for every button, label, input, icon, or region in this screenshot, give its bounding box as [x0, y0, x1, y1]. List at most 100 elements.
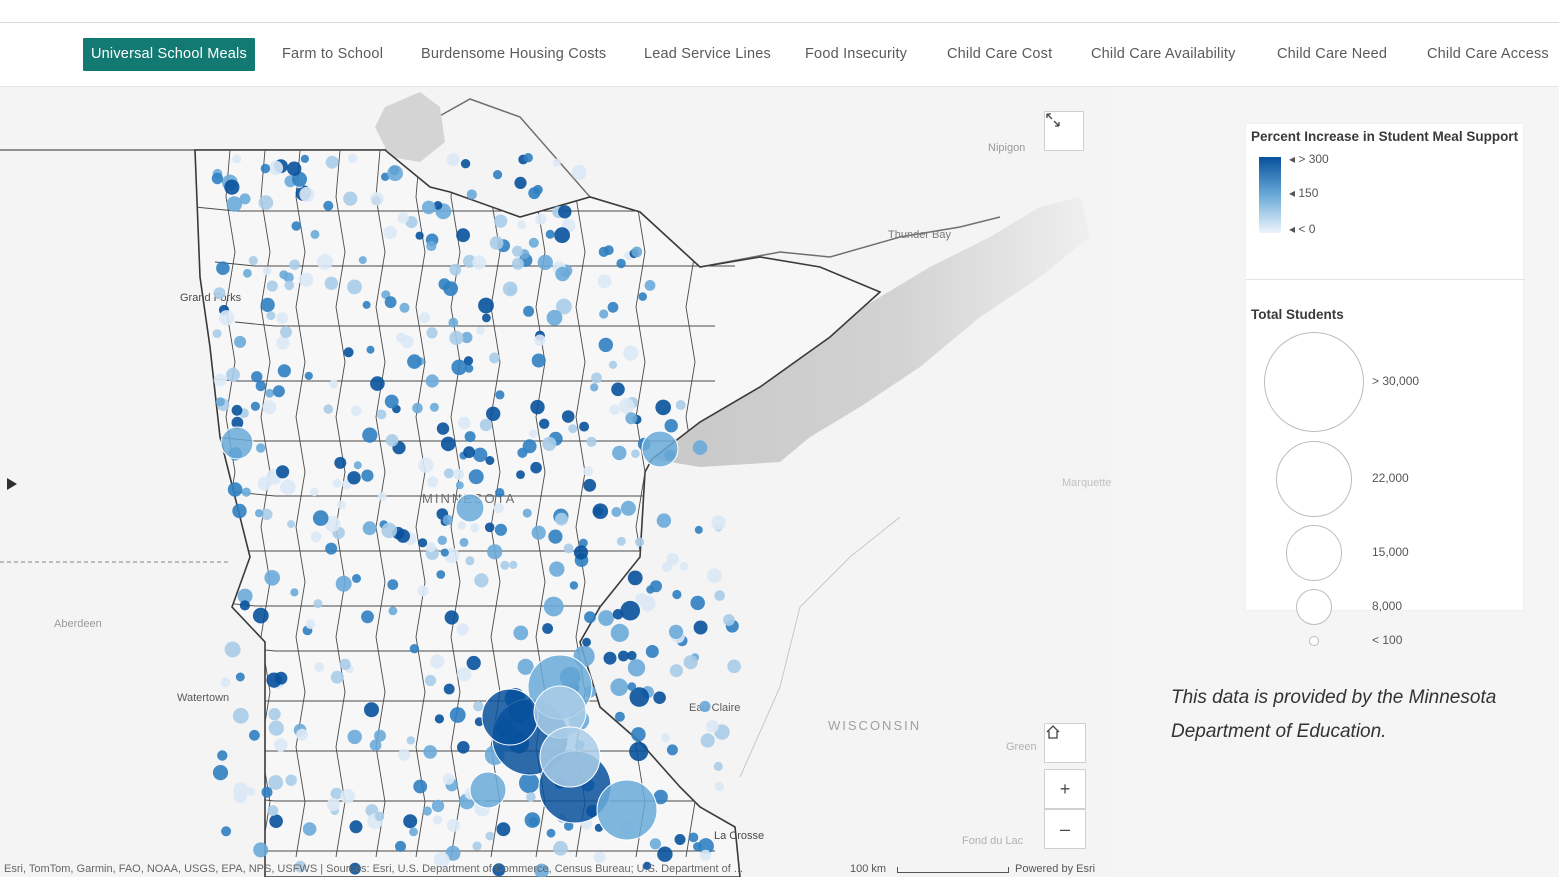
district-symbol[interactable]	[650, 580, 662, 593]
district-symbol[interactable]	[212, 765, 229, 781]
tab-child-care-availability[interactable]: Child Care Availability	[1091, 46, 1236, 62]
district-symbol[interactable]	[287, 520, 296, 529]
district-symbol-large[interactable]	[469, 771, 507, 809]
district-symbol[interactable]	[457, 667, 472, 682]
district-symbol[interactable]	[657, 846, 673, 862]
district-symbol[interactable]	[384, 296, 397, 309]
district-symbol[interactable]	[629, 741, 649, 762]
district-symbol[interactable]	[262, 400, 277, 415]
district-symbol[interactable]	[407, 354, 422, 369]
district-symbol[interactable]	[426, 327, 438, 339]
district-symbol[interactable]	[296, 728, 309, 741]
district-symbol[interactable]	[535, 213, 547, 225]
district-symbol[interactable]	[329, 379, 339, 389]
district-symbol[interactable]	[656, 513, 672, 528]
district-symbol[interactable]	[265, 388, 275, 398]
district-symbol[interactable]	[395, 840, 406, 852]
district-symbol[interactable]	[494, 523, 507, 536]
district-symbol[interactable]	[603, 245, 614, 256]
powered-by[interactable]: Powered by Esri	[1015, 863, 1096, 875]
district-symbol[interactable]	[449, 330, 464, 346]
district-symbol[interactable]	[447, 818, 461, 832]
district-symbol[interactable]	[675, 400, 686, 410]
district-symbol[interactable]	[466, 655, 481, 671]
district-symbol[interactable]	[553, 841, 568, 856]
district-symbol[interactable]	[383, 225, 397, 240]
district-symbol[interactable]	[513, 625, 529, 641]
tab-child-care-need[interactable]: Child Care Need	[1277, 46, 1388, 62]
district-symbol[interactable]	[256, 443, 266, 453]
district-symbol[interactable]	[517, 220, 526, 230]
district-symbol[interactable]	[287, 161, 302, 176]
district-symbol[interactable]	[643, 861, 652, 871]
district-symbol[interactable]	[519, 772, 540, 794]
district-symbol[interactable]	[418, 538, 428, 548]
district-symbol[interactable]	[399, 302, 410, 313]
district-symbol[interactable]	[335, 575, 352, 592]
district-symbol[interactable]	[231, 416, 244, 429]
district-symbol[interactable]	[317, 254, 333, 270]
district-symbol[interactable]	[599, 309, 609, 319]
district-symbol[interactable]	[669, 664, 683, 678]
district-symbol[interactable]	[449, 263, 462, 276]
district-symbol-large[interactable]	[596, 779, 658, 841]
district-symbol[interactable]	[552, 158, 561, 167]
district-symbol[interactable]	[251, 371, 263, 383]
district-symbol[interactable]	[387, 579, 399, 590]
tab-universal-school-meals[interactable]: Universal School Meals	[83, 38, 255, 71]
district-symbol[interactable]	[419, 312, 431, 324]
tab-lead-service-lines[interactable]: Lead Service Lines	[644, 46, 771, 62]
district-symbol[interactable]	[325, 155, 339, 169]
district-symbol[interactable]	[284, 280, 295, 291]
district-symbol[interactable]	[423, 745, 438, 759]
district-symbol[interactable]	[514, 176, 527, 189]
district-symbol[interactable]	[516, 470, 525, 479]
district-symbol[interactable]	[339, 658, 351, 671]
district-symbol[interactable]	[444, 610, 459, 625]
district-symbol[interactable]	[610, 623, 629, 643]
tab-food-insecurity[interactable]: Food Insecurity	[805, 46, 908, 62]
district-symbol[interactable]	[460, 159, 471, 169]
district-symbol[interactable]	[312, 510, 329, 526]
district-symbol[interactable]	[509, 560, 518, 569]
district-symbol[interactable]	[370, 192, 384, 206]
district-symbol[interactable]	[440, 548, 449, 557]
district-symbol[interactable]	[631, 246, 643, 258]
district-symbol[interactable]	[277, 364, 291, 378]
district-symbol[interactable]	[549, 561, 565, 577]
district-symbol[interactable]	[522, 439, 537, 454]
district-symbol[interactable]	[688, 832, 699, 843]
district-symbol[interactable]	[257, 476, 272, 491]
district-symbol[interactable]	[640, 595, 656, 612]
district-symbol[interactable]	[558, 205, 572, 219]
district-symbol[interactable]	[629, 687, 650, 707]
district-symbol[interactable]	[523, 153, 533, 163]
district-symbol[interactable]	[334, 456, 347, 469]
district-symbol[interactable]	[482, 313, 491, 323]
district-symbol[interactable]	[221, 826, 232, 837]
district-symbol[interactable]	[376, 409, 387, 420]
district-symbol[interactable]	[479, 418, 492, 432]
district-symbol[interactable]	[705, 719, 719, 733]
district-symbol[interactable]	[526, 792, 536, 802]
district-symbol[interactable]	[385, 434, 399, 447]
district-symbol[interactable]	[607, 301, 619, 313]
district-symbol[interactable]	[299, 186, 315, 202]
district-symbol[interactable]	[421, 200, 436, 215]
district-symbol[interactable]	[330, 670, 344, 684]
district-symbol[interactable]	[280, 326, 292, 338]
district-symbol[interactable]	[534, 334, 546, 347]
district-symbol[interactable]	[593, 851, 606, 864]
district-symbol[interactable]	[310, 531, 322, 543]
district-symbol[interactable]	[426, 240, 437, 252]
district-symbol[interactable]	[666, 552, 679, 566]
district-symbol[interactable]	[492, 863, 506, 877]
district-symbol[interactable]	[571, 164, 587, 180]
district-symbol[interactable]	[664, 419, 678, 433]
district-symbol[interactable]	[351, 405, 362, 417]
district-symbol[interactable]	[556, 298, 572, 315]
district-symbol[interactable]	[474, 717, 484, 727]
district-symbol[interactable]	[529, 429, 538, 439]
district-symbol[interactable]	[226, 196, 243, 212]
district-symbol[interactable]	[564, 821, 574, 831]
